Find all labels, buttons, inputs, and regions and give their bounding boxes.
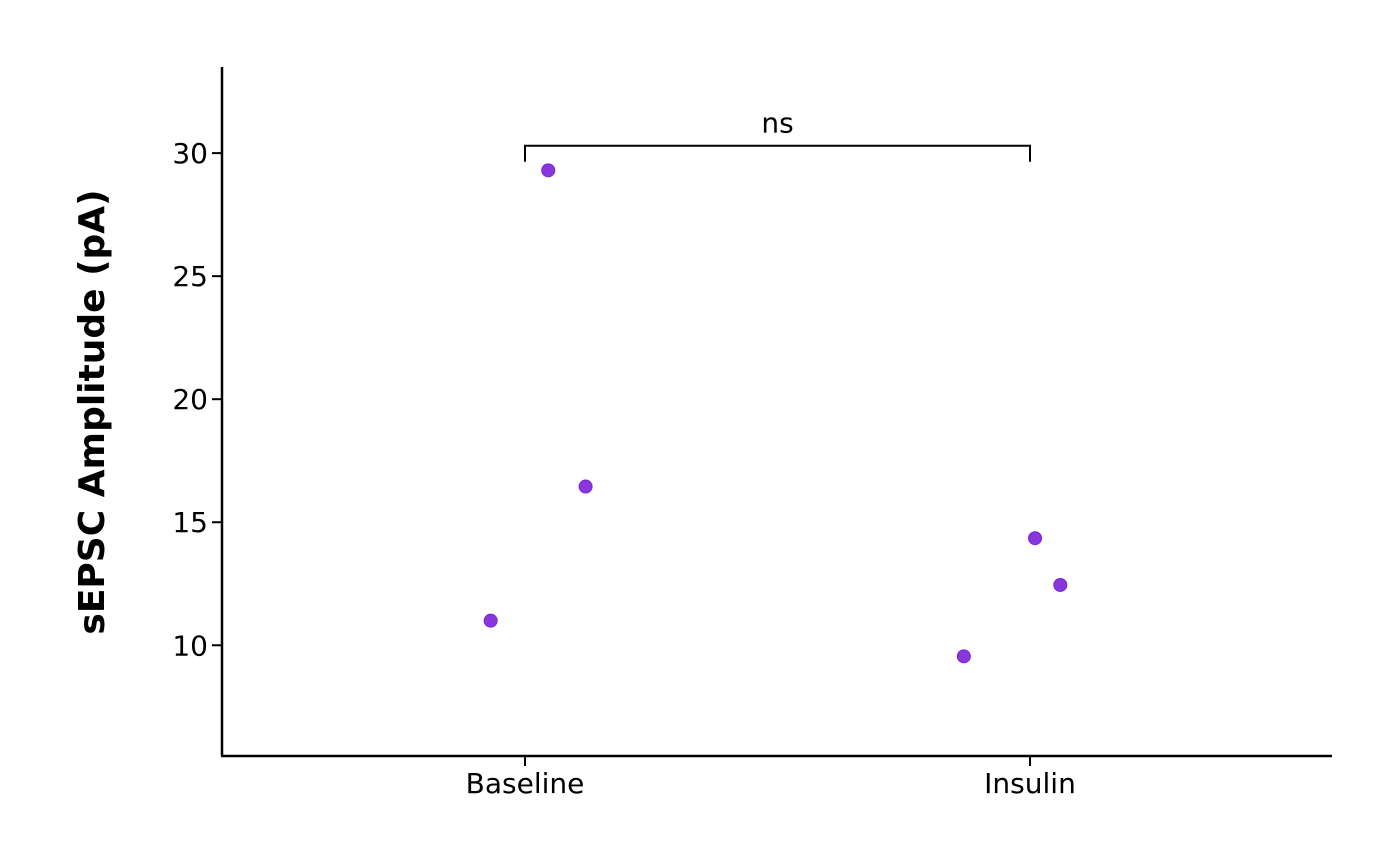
x-tick-label: Insulin bbox=[984, 767, 1076, 800]
y-axis-title: sEPSC Amplitude (pA) bbox=[72, 189, 113, 634]
y-tick-label: 20 bbox=[172, 383, 208, 416]
data-point bbox=[483, 613, 498, 628]
data-point bbox=[1028, 531, 1043, 546]
data-point bbox=[541, 163, 556, 178]
data-point bbox=[956, 649, 971, 664]
x-ticks: Baseline Insulin bbox=[466, 756, 1076, 800]
significance-label: ns bbox=[761, 107, 793, 140]
significance-bracket bbox=[524, 144, 1031, 162]
y-tick-label: 25 bbox=[172, 260, 208, 293]
y-tick-label: 15 bbox=[172, 506, 208, 539]
axes bbox=[220, 67, 1332, 758]
annotations: ns bbox=[524, 107, 1031, 162]
data-point bbox=[578, 479, 593, 494]
y-ticks: 10 15 20 25 30 bbox=[172, 137, 222, 662]
data-points bbox=[483, 163, 1068, 664]
data-point bbox=[1053, 577, 1068, 592]
y-tick-label: 10 bbox=[172, 629, 208, 662]
y-tick-label: 30 bbox=[172, 137, 208, 170]
x-tick-label: Baseline bbox=[466, 767, 585, 800]
